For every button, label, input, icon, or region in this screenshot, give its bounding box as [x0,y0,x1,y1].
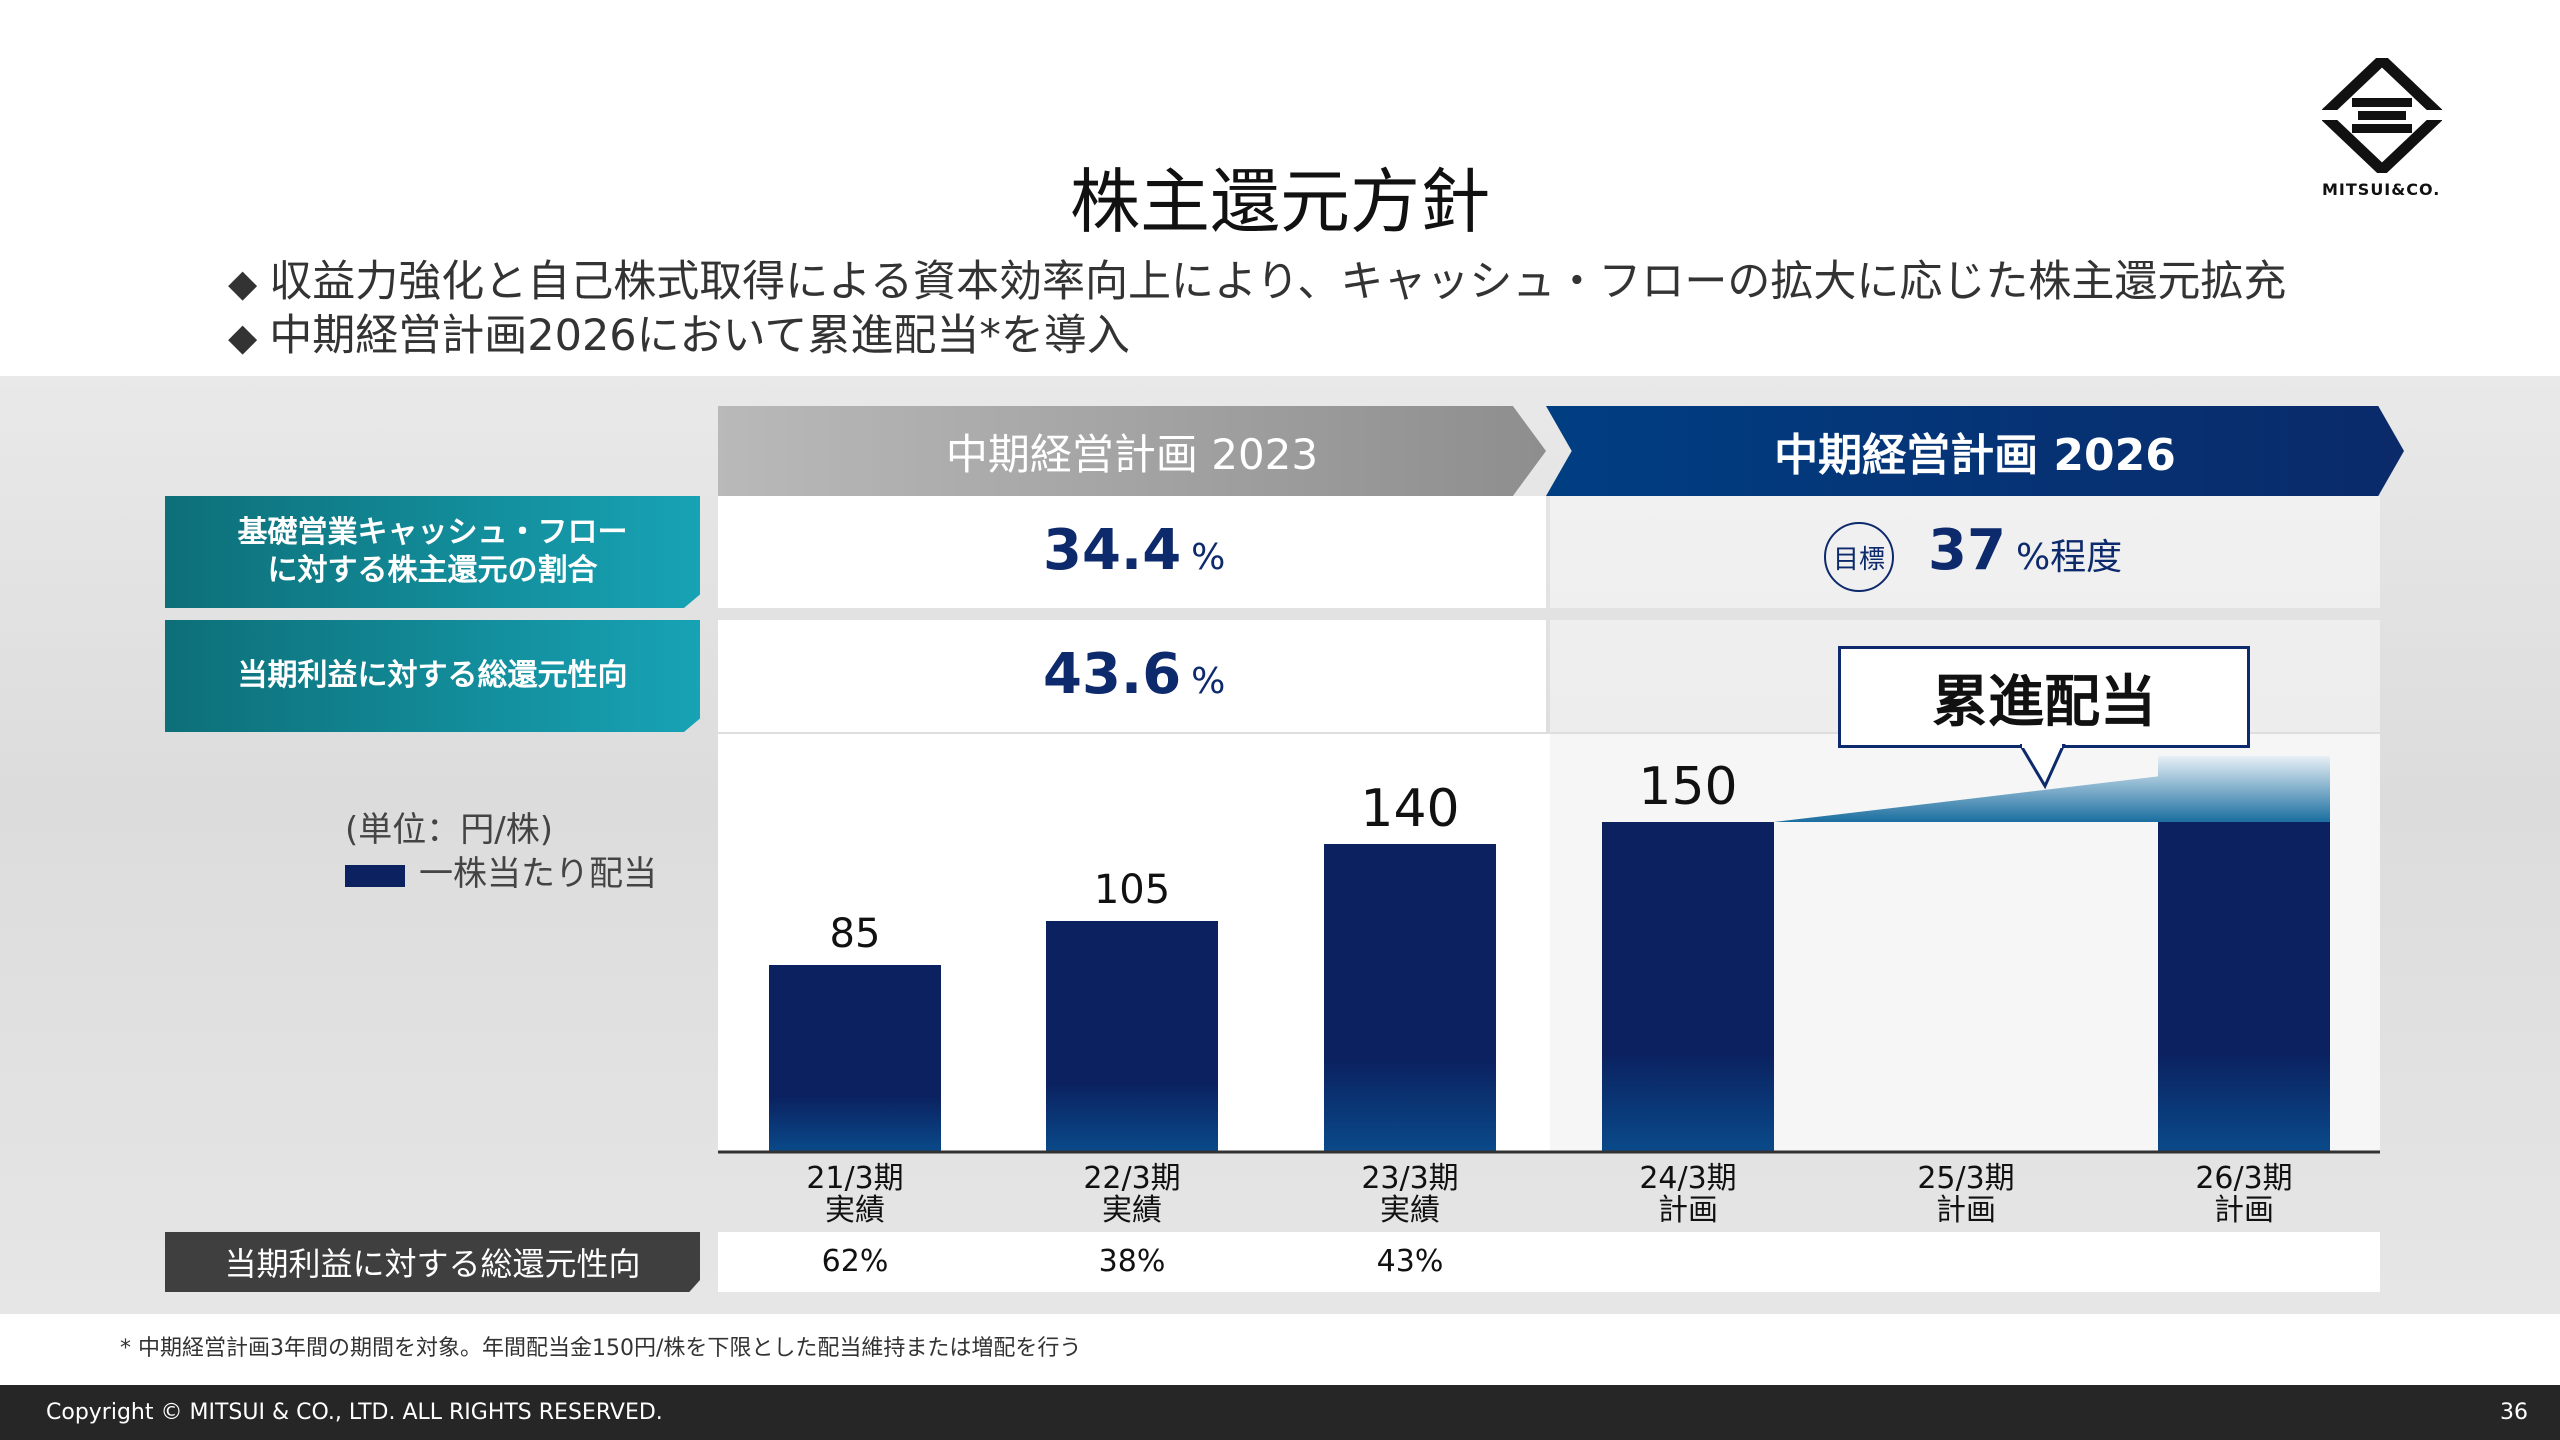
callout-text: 累進配当 [1932,669,2156,735]
metric-label-cf-ratio: 基礎営業キャッシュ・フロー に対する株主還元の割合 [165,496,700,608]
x-tick-label: 26/3期 [2195,1161,2292,1196]
cf-ratio-2026-unit: %程度 [2015,537,2123,578]
plan-2026-label: 中期経営計画 2026 [1774,430,2176,481]
plan-2026-band: 中期経営計画 2026 [1546,406,2404,496]
footer-bar: Copyright © MITSUI & CO., LTD. ALL RIGHT… [0,1385,2560,1440]
bar-value-label: 150 [1638,757,1737,817]
plan-2023-label: 中期経営計画 2023 [945,429,1319,479]
x-tick-sublabel: 計画 [1658,1193,1718,1228]
cf-ratio-2023-value: 34.4 [1043,518,1182,583]
x-tick-sublabel: 計画 [1936,1193,1996,1228]
cf-ratio-2023-unit: % [1191,537,1226,578]
page-number: 36 [2500,1400,2528,1425]
copyright: Copyright © MITSUI & CO., LTD. ALL RIGHT… [46,1400,663,1425]
payout-2023-unit: % [1191,661,1226,702]
payout-ratio-value: 62% [821,1244,889,1279]
plan-2023-band: 中期経営計画 2023 [718,406,1546,496]
bullet-2-text: 中期経営計画2026において累進配当*を導入 [269,311,1130,361]
cf-ratio-2026-target: 37 %程度 [1928,518,2122,583]
bullet-1-text: 収益力強化と自己株式取得による資本効率向上により、キャッシュ・フローの拡大に応じ… [269,257,2287,307]
payout-ratio-value: 43% [1376,1244,1444,1279]
x-tick-label: 25/3期 [1917,1161,2014,1196]
mitsui-logo-icon [2316,52,2448,178]
bar-value-label: 105 [1094,867,1170,913]
x-tick-sublabel: 実績 [825,1193,885,1228]
target-badge-text: 目標 [1832,544,1885,575]
ratio-row-label-text: 当期利益に対する総還元性向 [224,1245,641,1283]
x-tick-label: 22/3期 [1083,1161,1180,1196]
bullet-1: ◆ 収益力強化と自己株式取得による資本効率向上により、キャッシュ・フローの拡大に応… [228,254,2286,311]
callout-pointer [2020,744,2066,790]
x-tick-label: 23/3期 [1361,1161,1458,1196]
bar-value-label: 140 [1360,779,1459,839]
ratio-row [718,1232,2380,1292]
progressive-dividend-callout: 累進配当 [1838,646,2250,748]
bullet-2: ◆ 中期経営計画2026において累進配当*を導入 [228,308,1130,365]
logo-text: MITSUI&CO. [2322,180,2441,199]
page-title: 株主還元方針 [1070,161,1490,243]
bar-4 [1602,822,1774,1152]
bar-6 [2158,822,2330,1152]
x-tick-sublabel: 実績 [1380,1193,1440,1228]
payout-2023-value: 43.6 [1043,642,1182,707]
x-tick-sublabel: 実績 [1102,1193,1162,1228]
footnote: * 中期経営計画3年間の期間を対象。年間配当金150円/株を下限とした配当維持ま… [120,1336,1082,1361]
payout-ratio-value: 38% [1098,1244,1166,1279]
bar-2 [1046,921,1218,1152]
metric-label-payout: 当期利益に対する総還元性向 [165,620,700,732]
metric-label-line2: に対する株主還元の割合 [267,553,598,588]
metric-row2-2023: 43.6% [718,620,1546,732]
diamond-bullet-icon: ◆ [228,315,258,359]
ratio-row-label: 当期利益に対する総還元性向 [165,1232,700,1292]
cf-ratio-2026-value: 37 [1928,518,2006,583]
target-badge: 目標 [1824,522,1894,592]
metric-row1-2026 [1550,496,2380,608]
x-tick-sublabel: 計画 [2214,1193,2274,1228]
bar-1 [769,965,941,1152]
metric-row1-2023: 34.4% [718,496,1546,608]
metric-label-payout-text: 当期利益に対する総還元性向 [237,658,628,693]
legend-series: 一株当たり配当 [345,846,657,895]
x-tick-label: 21/3期 [806,1161,903,1196]
legend-unit: (単位：円/株) [345,810,553,850]
legend-series-label: 一株当たり配当 [419,854,657,894]
diamond-bullet-icon: ◆ [228,261,258,305]
legend-swatch [345,864,405,887]
metric-label-line1: 基礎営業キャッシュ・フロー [237,515,628,550]
bar-26-3-cap [2158,756,2330,822]
bar-value-label: 85 [830,911,881,957]
bar-3 [1324,844,1496,1152]
x-tick-label: 24/3期 [1639,1161,1736,1196]
company-logo [2316,52,2448,178]
